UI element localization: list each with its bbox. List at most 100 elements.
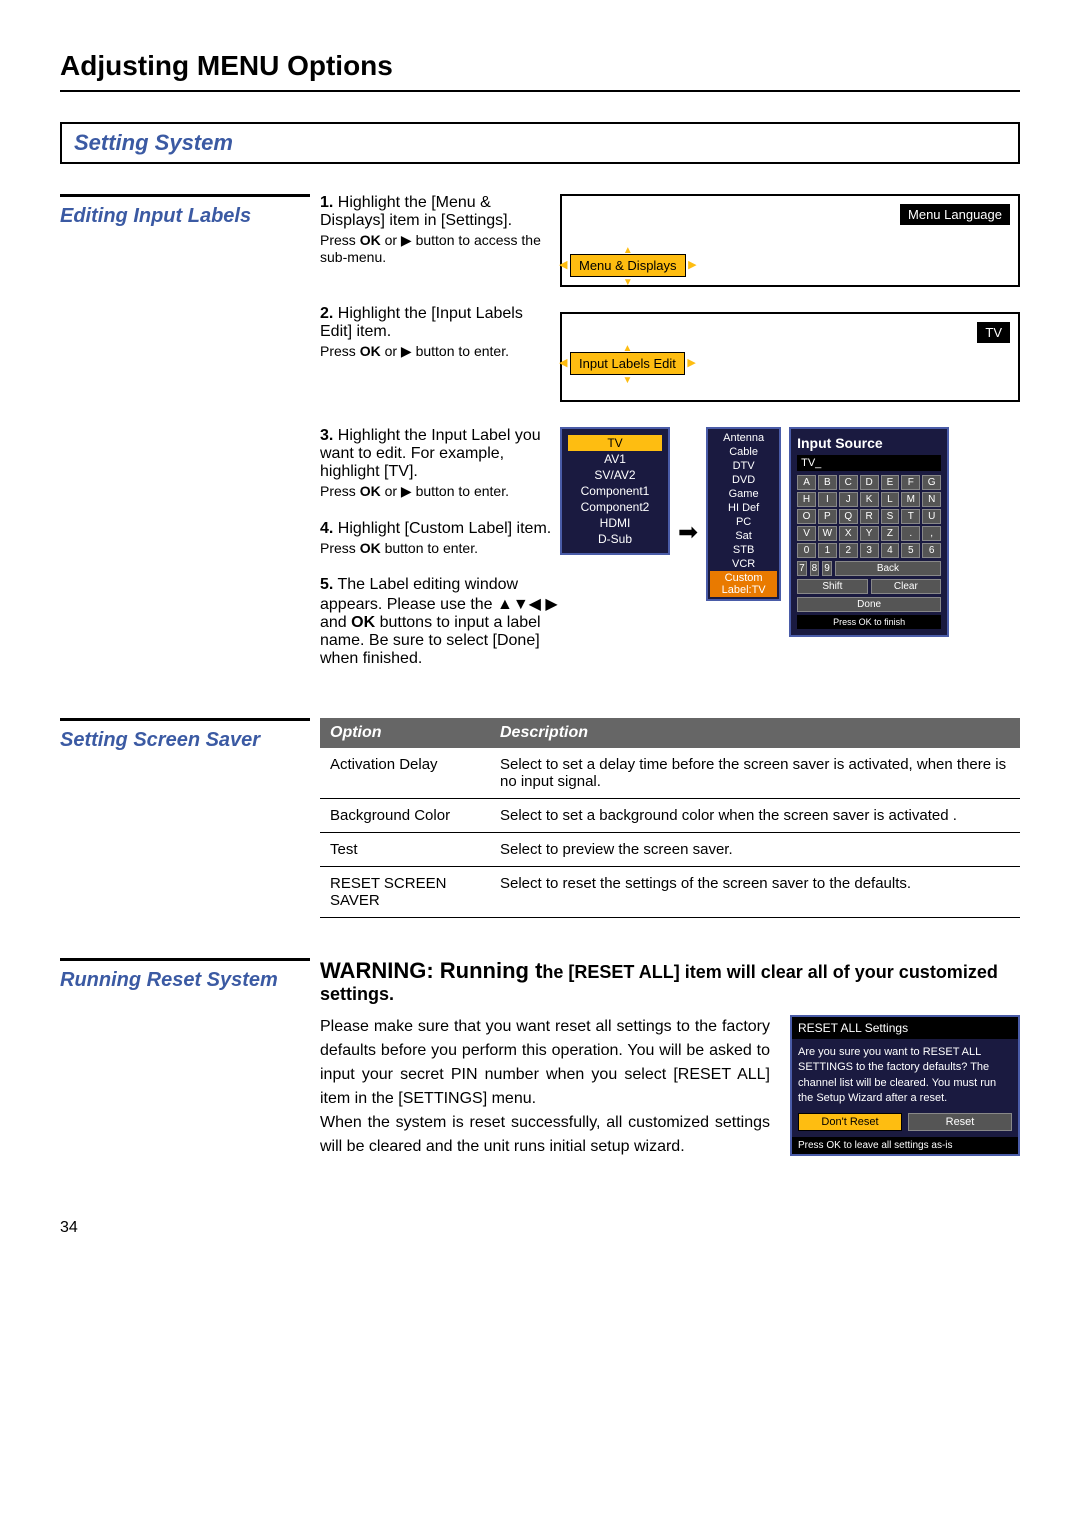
table-cell: RESET SCREEN SAVER [320,867,490,918]
reset-row: Running Reset System WARNING: Running th… [60,958,1020,1159]
osd-sel-text: Input Labels Edit [579,356,676,371]
kb-grid: ABCDEFGHIJKLMNOPQRSTUVWXYZ.,0123456 [797,475,941,558]
kb-key: J [839,492,858,507]
list-item: SV/AV2 [568,467,662,483]
list-item: HDMI [568,515,662,531]
reset-p1: Please make sure that you want reset all… [320,1015,770,1111]
kb-clear: Clear [871,579,942,594]
steps-345: 3. Highlight the Input Label you want to… [320,427,560,688]
osd-label: Menu Language [900,204,1010,225]
kb-key: D [860,475,879,490]
step-num: 4. [320,520,333,537]
step-text: The Label editing window appears. Please… [320,576,558,667]
list-item: VCR [710,557,777,571]
kb-key: , [922,526,941,541]
editing-row: Editing Input Labels 1. Highlight the [M… [60,194,1020,402]
kb-key: A [797,475,816,490]
kb-key: S [881,509,900,524]
step-sub: Press OK or ▶ button to enter. [320,343,545,360]
th-option: Option [320,718,490,748]
screen-saver-title: Setting Screen Saver [60,718,310,752]
step-text: Highlight the [Input Labels Edit] item. [320,305,523,340]
table-cell: Activation Delay [320,748,490,799]
list-item: Component1 [568,483,662,499]
kb-title: Input Source [797,435,941,451]
kb-key: F [901,475,920,490]
osd-input-labels: TV ▲ Input Labels Edit ▼ [560,312,1020,402]
kb-key: P [818,509,837,524]
kb-key: 2 [839,543,858,558]
section-box: Setting System [60,122,1020,164]
kb-key: Z [881,526,900,541]
kb-key: 5 [901,543,920,558]
reset-body-text: Please make sure that you want reset all… [320,1015,770,1159]
osd-label: TV [977,322,1010,343]
list-item: PC [710,515,777,529]
kb-key: C [839,475,858,490]
step-num: 5. [320,576,333,593]
step-text: Highlight the Input Label you want to ed… [320,427,541,480]
section-title: Setting System [74,130,1006,156]
warning-text: WARNING: Running the [RESET ALL] item wi… [320,958,1020,1005]
table-cell: Select to set a delay time before the sc… [490,748,1020,799]
table-cell: Select to preview the screen saver. [490,833,1020,867]
dialog-title: RESET ALL Settings [792,1017,1018,1039]
dialog-footer: Press OK to leave all settings as-is [792,1137,1018,1154]
osd-sel-text: Menu & Displays [579,258,677,273]
warning-big: WARNING: Running t [320,958,542,983]
table-cell: Select to reset the settings of the scre… [490,867,1020,918]
kb-key: Y [860,526,879,541]
page-number: 34 [60,1219,1020,1237]
kb-key: 8 [810,561,820,576]
kb-key: H [797,492,816,507]
dialog-body: Are you sure you want to RESET ALL SETTI… [792,1039,1018,1113]
screen-saver-row: Setting Screen Saver Option Description … [60,718,1020,918]
list-item: HI Def [710,501,777,515]
kb-key: R [860,509,879,524]
dont-reset-button: Don't Reset [798,1113,902,1131]
steps-col: 1. Highlight the [Menu & Displays] item … [320,194,560,380]
list-item: Game [710,487,777,501]
editing-title: Editing Input Labels [60,194,310,228]
list-item: Antenna [710,431,777,445]
list-item: Component2 [568,499,662,515]
reset-p2: When the system is reset successfully, a… [320,1111,770,1159]
step-num: 2. [320,305,333,322]
kb-key: L [881,492,900,507]
step-sub: Press OK button to enter. [320,540,560,556]
kb-key: 3 [860,543,879,558]
kb-key: X [839,526,858,541]
list-item: AV1 [568,451,662,467]
step-num: 3. [320,427,333,444]
kb-footer: Press OK to finish [797,615,941,629]
list-item: STB [710,543,777,557]
input-label-list: TV AV1 SV/AV2 Component1 Component2 HDMI… [560,427,670,555]
table-cell: Select to set a background color when th… [490,799,1020,833]
step-text: Highlight [Custom Label] item. [338,520,551,537]
reset-title: Running Reset System [60,958,310,992]
list-item: Cable [710,445,777,459]
reset-button: Reset [908,1113,1012,1131]
kb-key: I [818,492,837,507]
step-num: 1. [320,194,333,211]
kb-key: N [922,492,941,507]
screen-saver-table: Option Description Activation DelaySelec… [320,718,1020,918]
kb-input: TV_ [797,455,941,471]
kb-key: E [881,475,900,490]
kb-shift: Shift [797,579,868,594]
preset-list: Antenna Cable DTV DVD Game HI Def PC Sat… [706,427,781,601]
page-title: Adjusting MENU Options [60,50,1020,82]
kb-done: Done [797,597,941,612]
kb-key: 4 [881,543,900,558]
keyboard-panel: Input Source TV_ ABCDEFGHIJKLMNOPQRSTUVW… [789,427,949,637]
kb-key: 7 [797,561,807,576]
osd-menu-displays: Menu Language ▲ Menu & Displays ▼ [560,194,1020,287]
kb-key: T [901,509,920,524]
kb-key: O [797,509,816,524]
osd-col: Menu Language ▲ Menu & Displays ▼ TV ▲ I… [560,194,1020,402]
kb-key: U [922,509,941,524]
step-sub: Press OK or ▶ button to access the sub-m… [320,232,545,265]
kb-key: 0 [797,543,816,558]
list-item: TV [568,435,662,451]
kb-key: . [901,526,920,541]
